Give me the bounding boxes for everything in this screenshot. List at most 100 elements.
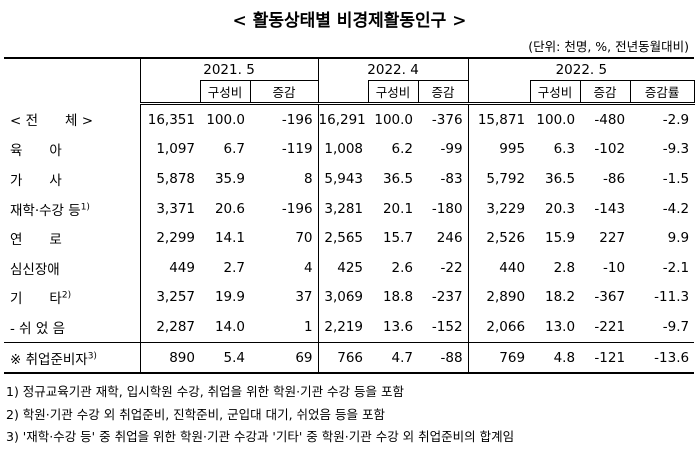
cell: 14.0 (214, 318, 245, 335)
row-label: 재학·수강 등1) (4, 194, 140, 224)
cell: 4.8 (530, 341, 581, 375)
row-label: 연 로 (4, 223, 140, 253)
cell: -1.5 (662, 170, 690, 187)
label-text: 재학·수강 등 (10, 202, 81, 219)
cell: 3,229 (467, 193, 531, 224)
cell: 13.6 (382, 318, 414, 335)
row-label: < 전 체 > (4, 104, 140, 135)
label-text: < 전 체 > (10, 113, 94, 130)
cell: -83 (440, 170, 463, 187)
cell: 2,219 (317, 312, 369, 343)
table-row: 기 타2) 3,257 19.9 37 3,069 18.8 -237 2,890 18.2 -3… (4, 282, 694, 313)
label-text: 연 로 (10, 232, 62, 249)
row-label: 육 아 (4, 135, 140, 165)
cell: -152 (431, 318, 463, 335)
cell: 246 (436, 230, 463, 247)
cell: 20.3 (545, 200, 576, 217)
cell: -143 (594, 200, 626, 217)
label-text: - 쉬 었 음 (10, 320, 66, 337)
cell: 4.7 (368, 341, 419, 375)
row-label: 심신장애 (4, 253, 140, 283)
cell: 100.0 (536, 111, 576, 128)
table-row: 재학·수강 등1) 3,371 20.6 -196 3,281 20.1 -180 3,229… (4, 193, 694, 224)
cell: 14.1 (214, 230, 245, 247)
cell: 1 (303, 318, 313, 335)
table-row: ※ 취업준비자3) 890 5.4 69 766 4.7 -88 769 4.8 -121 -13.… (4, 341, 695, 375)
cell: 5,878 (139, 164, 200, 194)
cell: 5,792 (467, 164, 531, 194)
cell: 35.9 (214, 170, 245, 187)
cell: 2.7 (223, 259, 245, 276)
cell: 1,097 (139, 134, 200, 165)
cell: 3,257 (139, 282, 200, 313)
row-label: 가 사 (4, 164, 140, 194)
cell: 2,287 (139, 312, 200, 343)
cell: 9.9 (667, 230, 690, 247)
label-text: 가 사 (10, 172, 62, 189)
row-label: - 쉬 었 음 (4, 312, 140, 342)
sub-header: 증감 (249, 80, 319, 105)
cell: 227 (599, 230, 626, 247)
label-text: 기 타 (10, 291, 62, 308)
cell: 995 (467, 134, 531, 165)
label-text: 육 아 (10, 143, 62, 160)
cell: 36.5 (382, 170, 414, 187)
cell: 5.4 (200, 341, 250, 375)
cell: 425 (317, 252, 369, 283)
footnote: 3) '재학·수강 등' 중 취업을 위한 학원·기관 수강과 '기타' 중 학… (6, 429, 515, 444)
cell: 100.0 (374, 111, 414, 128)
label-text: ※ 취업준비자 (10, 351, 88, 368)
cell: 2,299 (139, 223, 200, 253)
group-header: 2022. 4 (317, 57, 469, 81)
cell: -480 (594, 111, 626, 128)
cell: -376 (431, 111, 463, 128)
cell: 2,565 (317, 223, 369, 253)
group-header: 2021. 5 (139, 57, 319, 81)
cell: 3,371 (139, 193, 200, 224)
table-row: 육 아 1,097 6.7 -119 1,008 6.2 -99 995 6.3 -102 -9.3 (4, 134, 694, 165)
cell: -22 (440, 259, 463, 276)
cell: 18.8 (382, 289, 414, 306)
cell: 2,526 (467, 223, 531, 253)
cell: 3,281 (317, 193, 369, 224)
cell: -11.3 (654, 289, 690, 306)
sub-header: 구성비 (529, 80, 581, 105)
table-row: < 전 체 > 16,351 100.0 -196 16,291 100.0 -376 15,… (4, 103, 694, 135)
cell: -367 (594, 289, 626, 306)
cell: 20.1 (382, 200, 414, 217)
cell: -119 (281, 141, 313, 158)
cell: 6.7 (223, 141, 245, 158)
cell: 6.3 (553, 141, 576, 158)
cell: 13.0 (545, 318, 576, 335)
cell: 36.5 (545, 170, 576, 187)
cell: 15,871 (467, 103, 531, 135)
cell: -4.2 (662, 200, 690, 217)
table-row: - 쉬 었 음 2,287 14.0 1 2,219 13.6 -152 2,066 13.0 -… (4, 312, 694, 343)
cell: 4 (303, 259, 313, 276)
cell: -2.9 (662, 111, 690, 128)
cell: -196 (281, 200, 313, 217)
group-header: 2022. 5 (467, 57, 695, 81)
row-label: 기 타2) (4, 283, 140, 313)
cell: 70 (295, 230, 313, 247)
cell: -13.6 (630, 341, 695, 375)
cell: 15.7 (382, 230, 414, 247)
sub-header: 증감 (579, 80, 631, 105)
sub-header: 증감률 (629, 80, 695, 105)
blank-header (317, 80, 369, 105)
label-text: 심신장애 (10, 261, 60, 278)
blank-header (467, 80, 531, 105)
cell: 16,291 (317, 103, 369, 135)
corner (4, 57, 140, 104)
cell: -88 (418, 341, 469, 375)
cell: -102 (594, 141, 626, 158)
title: < 활동상태별 비경제활동인구 > (232, 11, 467, 31)
cell: -121 (580, 341, 631, 375)
header-row: 구성비 증감 구성비 증감 구성비 증감 증감률 (4, 80, 695, 105)
table-row: 연 로 2,299 14.1 70 2,565 15.7 246 2,526 15.9 227 9.… (4, 223, 694, 253)
cell: -10 (603, 259, 626, 276)
cell: 5,943 (317, 164, 369, 194)
cell: 2,890 (467, 282, 531, 313)
cell: 20.6 (214, 200, 245, 217)
